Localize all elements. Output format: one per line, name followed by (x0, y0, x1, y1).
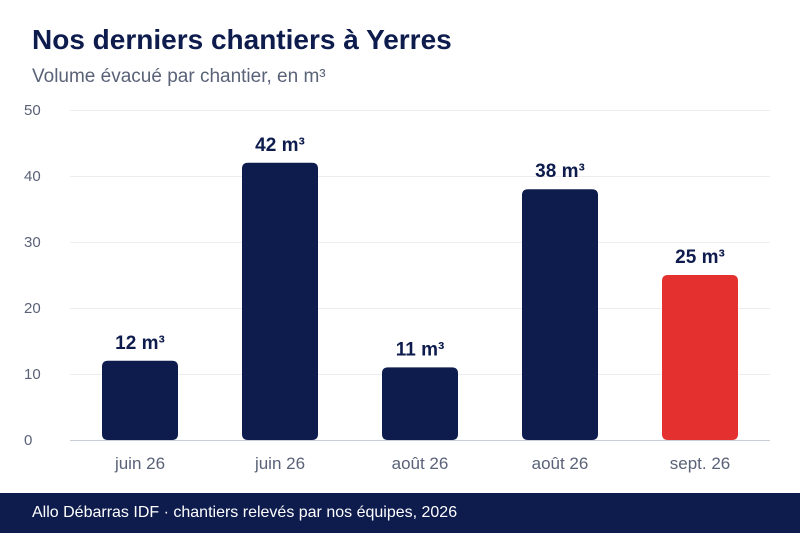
chart-subtitle: Volume évacué par chantier, en m³ (32, 66, 326, 87)
bar (522, 189, 598, 440)
x-axis-ticks: juin 26 juin 26 août 26 août 26 sept. 26 (114, 454, 730, 473)
bar (102, 360, 178, 440)
x-tick-label: août 26 (532, 454, 589, 473)
x-tick-label: juin 26 (254, 454, 305, 473)
bar (382, 367, 458, 440)
x-tick-label: août 26 (392, 454, 449, 473)
bar (242, 162, 318, 441)
y-axis-ticks: 0 10 20 30 40 50 (24, 102, 41, 449)
bar-value-label: 42 m³ (255, 135, 305, 156)
y-tick-label: 0 (24, 432, 32, 449)
bar-chart: 0 10 20 30 40 50 12 m³ 42 m³ 11 m³ 38 m³ 25 m³ ju… (24, 102, 770, 473)
bar-value-label: 25 m³ (675, 247, 725, 268)
y-tick-label: 20 (24, 300, 41, 317)
bar-value-label: 11 m³ (396, 339, 445, 360)
y-tick-label: 50 (24, 102, 41, 119)
footer-bar: Allo Débarras IDF · chantiers relevés pa… (0, 493, 800, 533)
bar-value-label: 38 m³ (535, 161, 585, 182)
x-tick-label: sept. 26 (670, 454, 731, 473)
y-tick-label: 30 (24, 234, 41, 251)
y-tick-label: 10 (24, 366, 41, 383)
y-tick-label: 40 (24, 168, 41, 185)
bar-value-label: 12 m³ (115, 333, 165, 354)
bar (662, 275, 738, 440)
bars (102, 162, 738, 441)
chart-title: Nos derniers chantiers à Yerres (32, 24, 452, 55)
value-labels: 12 m³ 42 m³ 11 m³ 38 m³ 25 m³ (115, 135, 725, 361)
x-tick-label: juin 26 (114, 454, 165, 473)
footer-credit: Allo Débarras IDF · chantiers relevés pa… (32, 504, 458, 521)
